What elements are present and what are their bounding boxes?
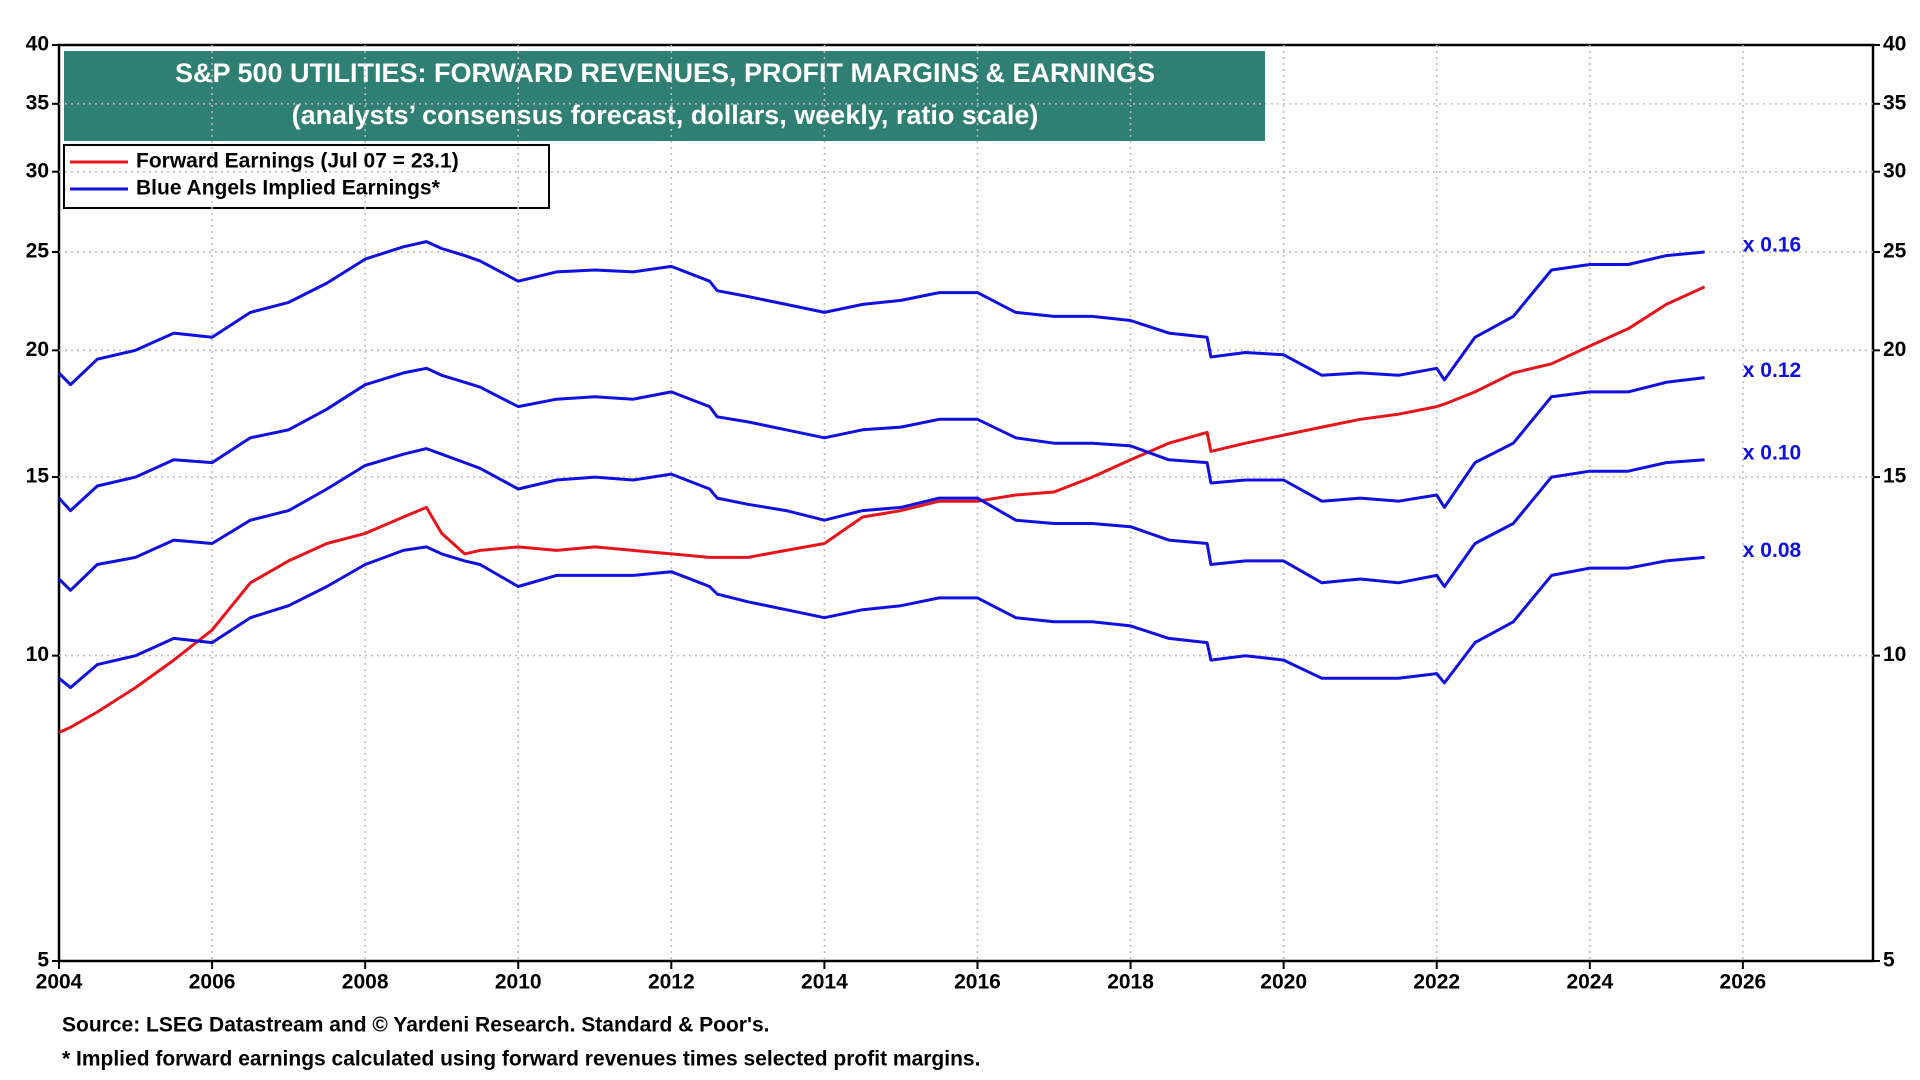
- legend-box: [63, 144, 550, 209]
- y2-tick-label: 35: [1883, 91, 1907, 114]
- x-tick-label: 2022: [1413, 971, 1460, 994]
- y2-tick-label: 30: [1883, 159, 1906, 182]
- y2-tick-label: 25: [1883, 240, 1907, 263]
- y-tick-label: 20: [26, 338, 49, 361]
- y-tick-label: 15: [26, 465, 50, 488]
- x-tick-label: 2006: [189, 971, 236, 994]
- series-line: [57, 240, 1705, 387]
- y-tick-label: 30: [26, 159, 49, 182]
- x-tick-label: 2020: [1260, 971, 1307, 994]
- chart-title: S&P 500 UTILITIES: FORWARD REVENUES, PRO…: [175, 58, 1155, 88]
- y2-tick-label: 10: [1883, 643, 1906, 666]
- y2-tick-label: 15: [1883, 465, 1907, 488]
- legend-label: Blue Angels Implied Earnings*: [136, 177, 441, 200]
- series-label: x 0.16: [1743, 234, 1801, 257]
- y2-tick-label: 5: [1883, 949, 1895, 972]
- y2-tick-label: 40: [1883, 33, 1906, 56]
- x-tick-label: 2012: [648, 971, 695, 994]
- title-box: [64, 51, 1265, 141]
- series-line: [57, 447, 1705, 592]
- y-tick-label: 5: [37, 949, 49, 972]
- x-tick-label: 2008: [342, 971, 389, 994]
- series-label: x 0.12: [1743, 359, 1801, 382]
- y2-tick-label: 20: [1883, 338, 1906, 361]
- x-tick-label: 2024: [1566, 971, 1613, 994]
- source-note: Source: LSEG Datastream and © Yardeni Re…: [62, 1014, 769, 1037]
- x-tick-label: 2014: [801, 971, 848, 994]
- series-line: [58, 285, 1706, 734]
- y-tick-label: 35: [26, 91, 50, 114]
- x-tick-label: 2026: [1720, 971, 1767, 994]
- x-tick-label: 2010: [495, 971, 542, 994]
- series-label: x 0.08: [1743, 539, 1802, 562]
- x-tick-label: 2016: [954, 971, 1001, 994]
- footnote: * Implied forward earnings calculated us…: [62, 1048, 980, 1071]
- series-line: [58, 545, 1705, 690]
- x-tick-label: 2018: [1107, 971, 1154, 994]
- series-line: [57, 366, 1705, 513]
- y-tick-label: 40: [26, 33, 49, 56]
- y-tick-label: 25: [26, 240, 50, 263]
- chart-subtitle: (analysts’ consensus forecast, dollars, …: [292, 100, 1039, 130]
- y-tick-label: 10: [26, 643, 49, 666]
- legend-label: Forward Earnings (Jul 07 = 23.1): [136, 150, 459, 173]
- plot-frame: [57, 43, 1875, 963]
- x-tick-label: 2004: [36, 971, 83, 994]
- series-label: x 0.10: [1743, 441, 1801, 464]
